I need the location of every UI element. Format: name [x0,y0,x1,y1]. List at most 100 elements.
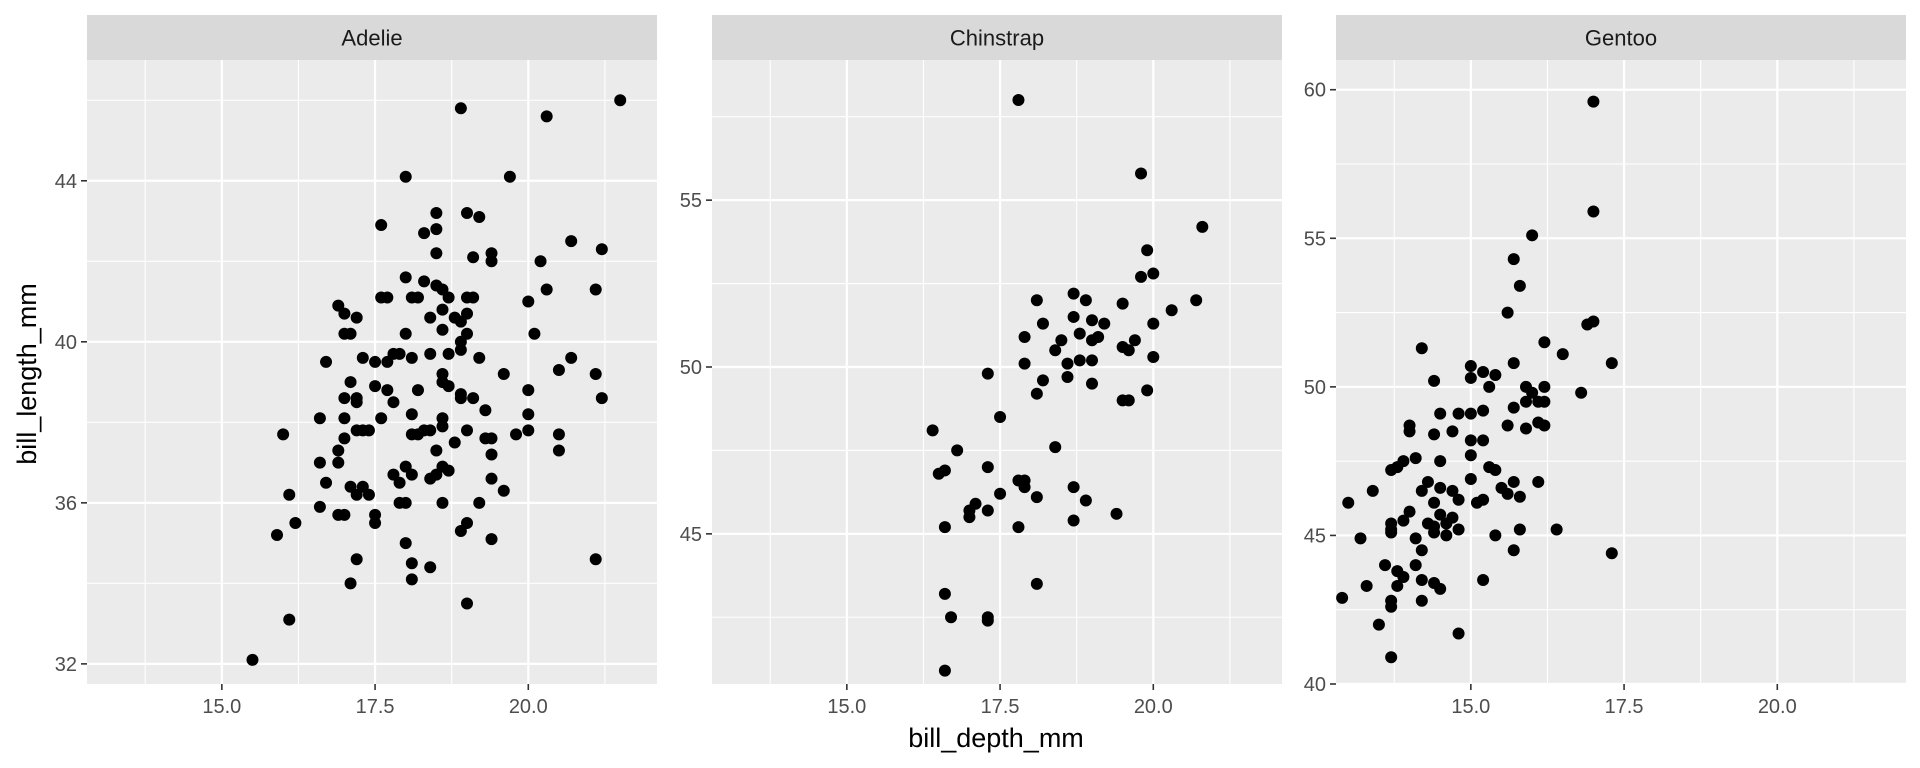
data-point [1122,394,1135,407]
data-point [369,516,382,529]
data-point [1409,559,1422,572]
data-point [1372,618,1385,631]
y-tick-label: 55 [1304,228,1326,250]
data-point [1507,253,1520,266]
data-point [467,392,480,405]
facet-strip [1336,15,1906,60]
data-point [344,327,357,340]
data-point [1550,523,1563,536]
data-point [1587,95,1600,108]
data-point [1501,419,1514,432]
data-point [1587,205,1600,218]
facet-strip-label: Adelie [341,26,402,51]
data-point [344,376,357,389]
data-point [1464,371,1477,384]
data-point [485,432,498,445]
data-point [1391,461,1404,474]
data-point [1397,514,1410,527]
data-point [1135,167,1148,180]
data-point [1507,475,1520,488]
data-point [338,432,351,445]
panel-background [712,60,1282,684]
data-point [981,614,994,627]
data-point [1141,384,1154,397]
data-point [332,456,345,469]
data-point [1055,334,1068,347]
data-point [938,521,951,534]
data-point [313,500,326,513]
data-point [1434,582,1447,595]
data-point [540,110,553,123]
data-point [405,573,418,586]
y-tick-label: 40 [1304,674,1326,696]
data-point [424,472,437,485]
data-point [1409,532,1422,545]
data-point [1196,220,1209,233]
data-point [411,428,424,441]
data-point [1440,517,1453,530]
data-point [1434,508,1447,521]
data-point [454,525,467,538]
data-point [436,323,449,336]
data-point [1336,591,1349,604]
data-point [1403,505,1416,518]
data-point [1409,452,1422,465]
data-point [1483,380,1496,393]
data-point [467,291,480,304]
data-point [1415,484,1428,497]
data-point [945,611,958,624]
data-point [981,461,994,474]
data-point [1538,395,1551,408]
data-point [1520,422,1532,435]
data-point [552,444,565,457]
data-point [1397,571,1410,584]
data-point [454,392,467,405]
data-point [375,412,388,425]
data-point [473,496,486,509]
data-point [1477,366,1490,378]
data-point [362,488,375,501]
data-point [381,291,394,304]
data-point [338,508,351,521]
data-point [938,587,951,600]
data-point [1030,387,1043,400]
data-point [1036,317,1049,330]
data-point [320,476,333,489]
data-point [289,516,302,529]
data-point [1049,344,1062,357]
data-point [1575,386,1588,399]
data-point [424,561,437,574]
data-point [430,206,443,219]
data-point [1128,334,1141,347]
data-point [320,355,333,368]
data-point [485,255,498,268]
data-point [461,206,473,219]
facet-panel-chinstrap: Chinstrap 45 50 55 15.0 17.5 20.0 [680,15,1282,718]
data-point [1391,579,1404,592]
data-point [1415,574,1428,586]
data-point [473,351,486,364]
data-point [1464,472,1477,485]
data-point [430,247,443,260]
data-point [1428,374,1441,387]
data-point [1385,651,1398,664]
data-point [1073,327,1086,340]
data-point [1360,579,1373,592]
data-point [1385,600,1398,613]
data-point [528,327,541,340]
data-point [1415,594,1428,607]
data-point [350,396,363,409]
data-point [424,311,437,324]
data-point [1421,475,1434,488]
data-point [283,613,296,626]
data-point [1513,490,1526,503]
data-point [1018,357,1031,370]
data-point [540,283,553,296]
data-point [436,303,449,316]
data-point [1513,279,1526,292]
data-point [1452,407,1465,420]
data-point [1464,449,1477,462]
data-point [589,553,602,566]
facet-panel-adelie: Adelie 32 36 40 44 15.0 17.5 20.0 [55,15,657,718]
data-point [1086,354,1098,367]
